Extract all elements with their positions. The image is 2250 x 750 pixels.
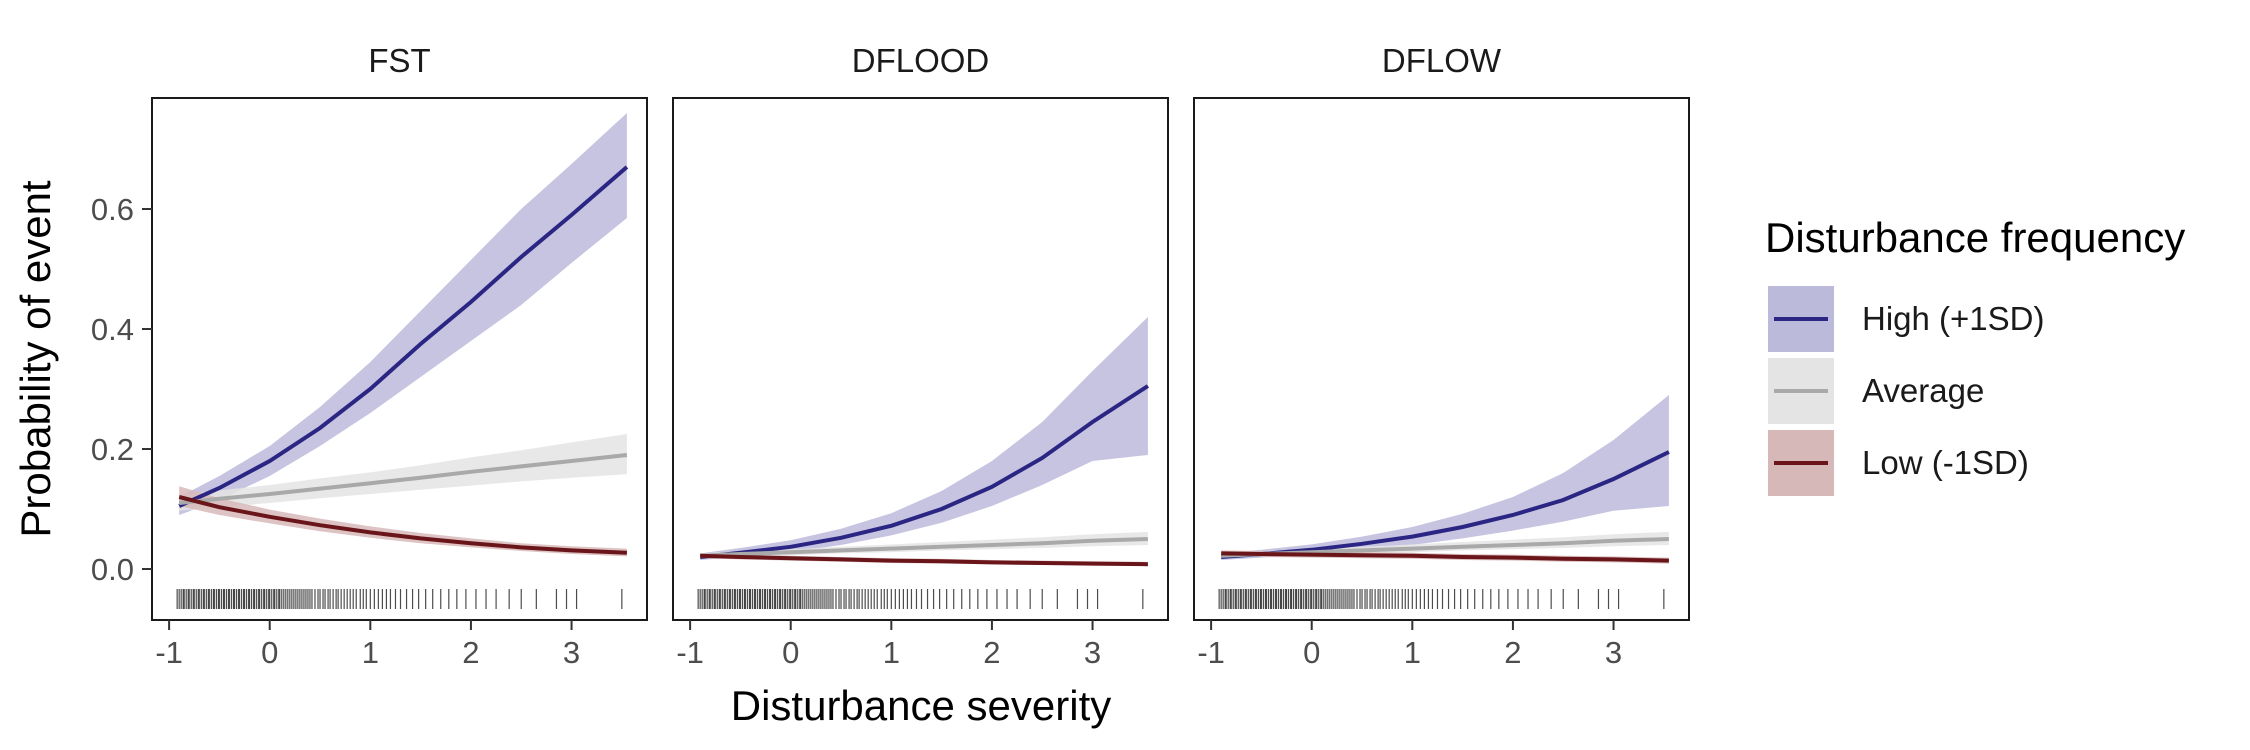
panel-fst: FST -1 0 1 2 3 0.0 0.2 0.4 0.6 bbox=[91, 42, 648, 670]
legend-item-low: Low (-1SD) bbox=[1768, 430, 2029, 496]
series-line-low bbox=[178, 495, 627, 555]
x-axis-label: Disturbance severity bbox=[731, 682, 1111, 729]
x-tick-label: 2 bbox=[462, 635, 479, 670]
x-tick-label: -1 bbox=[155, 635, 183, 670]
legend-label: Low (-1SD) bbox=[1862, 444, 2029, 481]
x-tick-label: 3 bbox=[1605, 635, 1622, 670]
rug-marks bbox=[176, 589, 623, 609]
panel-title: FST bbox=[368, 42, 430, 79]
x-tick-label: 2 bbox=[983, 635, 1000, 670]
x-tick-label: 1 bbox=[1404, 635, 1421, 670]
x-tick-label: 2 bbox=[1504, 635, 1521, 670]
ribbon-high bbox=[1221, 395, 1669, 560]
legend-title: Disturbance frequency bbox=[1765, 214, 2185, 261]
ribbon-high bbox=[700, 317, 1148, 560]
panels-layer: FST -1 0 1 2 3 0.0 0.2 0.4 0.6 DFLOOD -1 0 1 2 3 DFLOW -1… bbox=[91, 42, 1690, 670]
legend-label: High (+1SD) bbox=[1862, 300, 2044, 337]
panel-border bbox=[672, 97, 1169, 621]
y-tick-label: 0.2 bbox=[91, 432, 134, 467]
y-tick-label: 0.0 bbox=[91, 552, 134, 587]
panel-title: DFLOW bbox=[1382, 42, 1502, 79]
series-line-average bbox=[700, 537, 1148, 558]
x-tick-label: 1 bbox=[883, 635, 900, 670]
panel-title: DFLOOD bbox=[852, 42, 990, 79]
ribbon-high bbox=[179, 113, 627, 515]
rug-marks bbox=[697, 589, 1144, 609]
series-line-high bbox=[699, 384, 1149, 559]
legend-label: Average bbox=[1862, 372, 1984, 409]
x-tick-label: 3 bbox=[1084, 635, 1101, 670]
x-tick-label: -1 bbox=[1197, 635, 1225, 670]
y-tick-label: 0.6 bbox=[91, 192, 134, 227]
series-line-low bbox=[700, 553, 1148, 567]
series-line-average bbox=[178, 453, 628, 505]
panel-border bbox=[151, 97, 648, 621]
x-tick-label: 3 bbox=[563, 635, 580, 670]
x-tick-label: 0 bbox=[782, 635, 799, 670]
series-line-low bbox=[1221, 551, 1669, 563]
y-tick-label: 0.4 bbox=[91, 312, 134, 347]
legend-item-average: Average bbox=[1768, 358, 1984, 424]
rug-marks bbox=[1218, 589, 1665, 609]
legend: Disturbance frequency High (+1SD) Average L… bbox=[1765, 214, 2185, 496]
panel-dflow: DFLOW -1 0 1 2 3 bbox=[1193, 42, 1690, 670]
panel-border bbox=[1193, 97, 1690, 621]
x-tick-label: -1 bbox=[676, 635, 704, 670]
panel-dflood: DFLOOD -1 0 1 2 3 bbox=[672, 42, 1169, 670]
x-tick-label: 0 bbox=[1303, 635, 1320, 670]
y-axis-label: Probability of event bbox=[12, 180, 59, 538]
x-tick-label: 1 bbox=[362, 635, 379, 670]
x-tick-label: 0 bbox=[261, 635, 278, 670]
series-line-high bbox=[178, 165, 629, 508]
legend-item-high: High (+1SD) bbox=[1768, 286, 2044, 352]
